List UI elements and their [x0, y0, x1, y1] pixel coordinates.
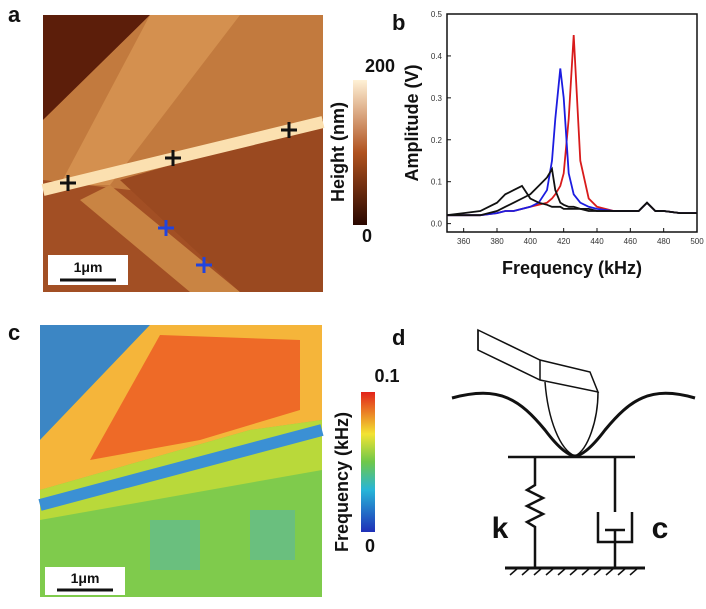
- x-tick-label: 440: [590, 237, 604, 246]
- colorbar-min: 0: [362, 226, 372, 246]
- colorbar-title: Height (nm): [328, 102, 348, 202]
- x-tick-label: 360: [457, 237, 471, 246]
- y-tick-label: 0.5: [431, 10, 443, 19]
- panel-label: a: [8, 2, 21, 27]
- y-tick-label: 0.3: [431, 94, 443, 103]
- colorbar-max: 0.1: [374, 366, 399, 386]
- line-series: [446, 184, 697, 217]
- x-tick-label: 480: [657, 237, 671, 246]
- model-diagram: [451, 328, 696, 576]
- x-tick-label: 460: [624, 237, 638, 246]
- frequency-map: 1μm: [38, 325, 324, 597]
- x-tick-label: 380: [490, 237, 504, 246]
- x-tick-label: 500: [690, 237, 704, 246]
- colorbar: [353, 80, 367, 225]
- colorbar: [361, 392, 375, 532]
- scale-bar-label: 1μm: [71, 570, 100, 586]
- x-tick-label: 400: [524, 237, 538, 246]
- panel-label: c: [8, 320, 20, 345]
- scale-bar-label: 1μm: [74, 259, 103, 275]
- chart: 360 380 400 420 440 460 480 500 0.0 0.1 0.2 0.3 0.4 0…: [402, 10, 704, 278]
- panel-label: d: [392, 325, 405, 350]
- afm-height-map: 1μm: [41, 15, 325, 292]
- panel-label: b: [392, 10, 405, 35]
- damper-label: c: [652, 512, 669, 545]
- y-axis-label: Amplitude (V): [402, 65, 422, 182]
- spring-label: k: [492, 512, 509, 545]
- colorbar-title: Frequency (kHz): [332, 412, 352, 552]
- y-tick-label: 0.0: [431, 220, 443, 229]
- y-tick-label: 0.1: [431, 178, 443, 187]
- x-axis-label: Frequency (kHz): [502, 258, 642, 278]
- colorbar-min: 0: [365, 536, 375, 556]
- x-tick-label: 420: [557, 237, 571, 246]
- line-series: [447, 68, 697, 217]
- y-tick-label: 0.2: [431, 136, 443, 145]
- y-tick-label: 0.4: [431, 52, 443, 61]
- plot-frame: [446, 13, 698, 233]
- colorbar-max: 200: [365, 56, 395, 76]
